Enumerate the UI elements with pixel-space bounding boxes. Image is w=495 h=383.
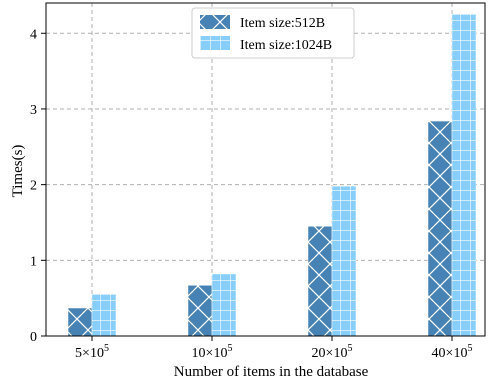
y-axis-label: Times(s) bbox=[10, 145, 26, 198]
plot-frame bbox=[45, 2, 486, 337]
legend: Item size:512B Item size:1024B bbox=[191, 7, 355, 59]
x-axis-label: Number of items in the database bbox=[174, 364, 369, 380]
bar-1024b bbox=[211, 273, 237, 337]
x-tick-label: 20×105 bbox=[312, 343, 353, 361]
y-tick-label: 1 bbox=[30, 254, 37, 269]
axes: 0 1 2 3 4 5×105 10×105 20×105 40×105 bbox=[30, 2, 486, 361]
bars bbox=[67, 14, 477, 337]
bar-512b bbox=[307, 226, 333, 337]
legend-label-512b: Item size:512B bbox=[240, 16, 325, 31]
legend-swatch-1024b bbox=[200, 36, 230, 50]
y-tick-label: 3 bbox=[30, 103, 37, 118]
y-tick-label: 0 bbox=[30, 330, 37, 345]
bar-1024b bbox=[331, 185, 357, 337]
legend-frame bbox=[191, 7, 355, 59]
bar-1024b bbox=[91, 294, 117, 337]
bar-512b bbox=[187, 285, 213, 337]
legend-swatch-512b bbox=[200, 15, 230, 29]
x-tick-label: 5×105 bbox=[75, 343, 109, 361]
y-tick-label: 4 bbox=[30, 27, 37, 42]
y-tick-label: 2 bbox=[30, 179, 37, 194]
legend-label-1024b: Item size:1024B bbox=[240, 38, 332, 53]
bar-512b bbox=[67, 307, 93, 337]
bar-512b bbox=[427, 120, 453, 337]
x-tick-label: 10×105 bbox=[192, 343, 233, 361]
bar-1024b bbox=[451, 14, 477, 337]
x-tick-label: 40×105 bbox=[432, 343, 473, 361]
